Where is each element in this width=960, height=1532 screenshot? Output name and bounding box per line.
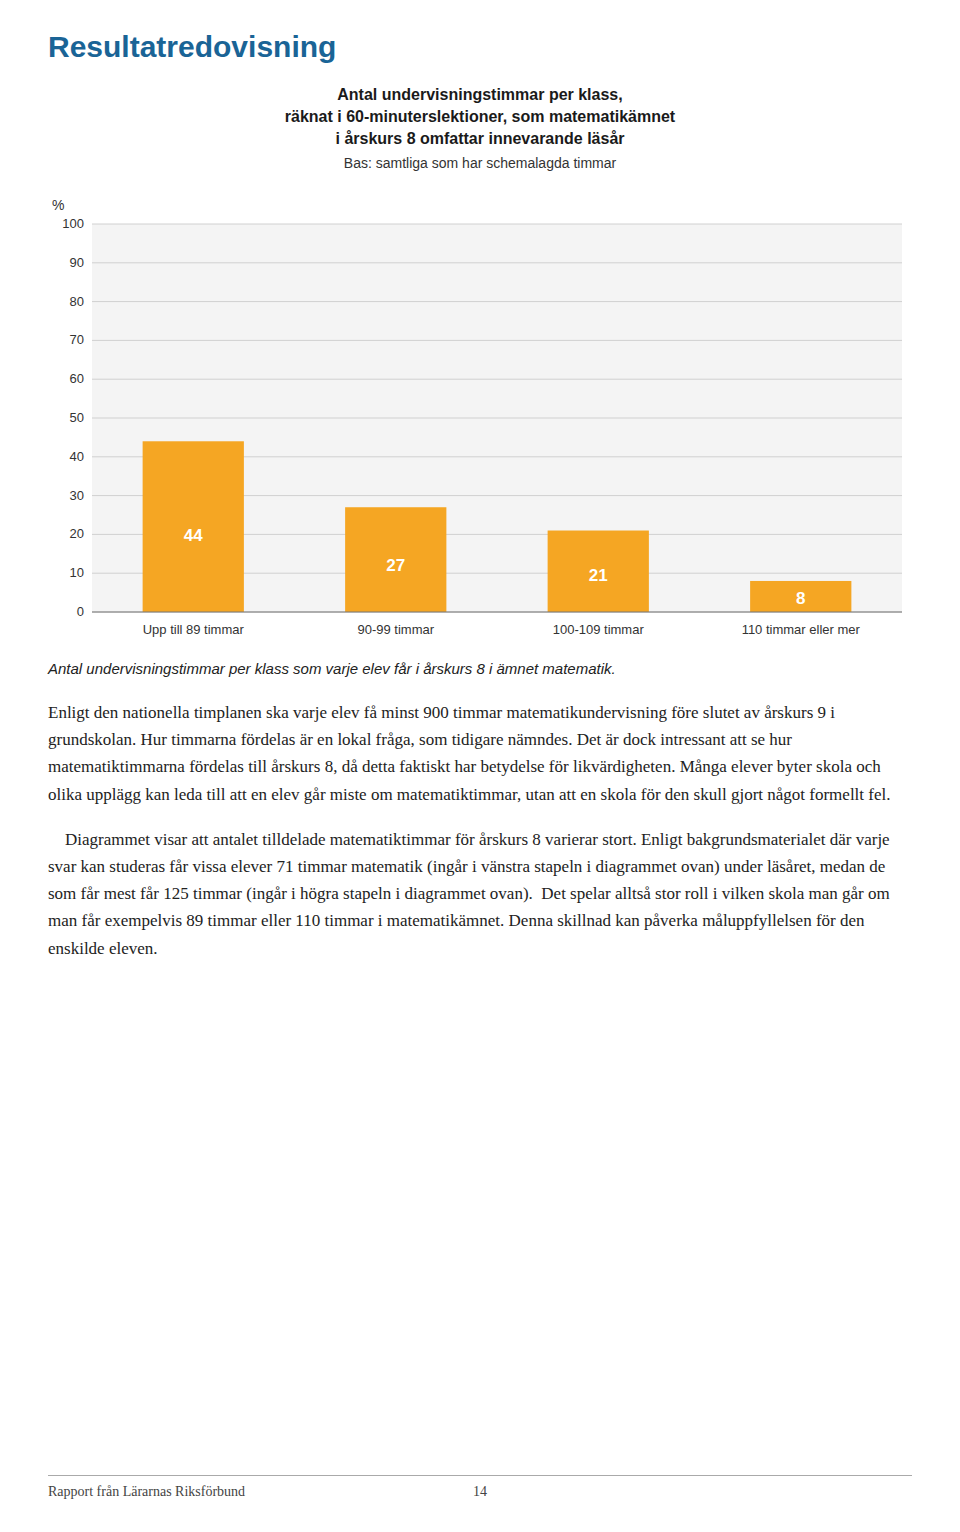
- y-label: %: [52, 197, 64, 213]
- x-tick-label: 90-99 timmar: [357, 622, 434, 637]
- body-paragraph: Diagrammet visar att antalet tilldelade …: [48, 826, 912, 962]
- chart-title: räknat i 60-minuterslektioner, som matem…: [285, 108, 676, 125]
- y-tick-label: 80: [70, 294, 84, 309]
- y-tick-label: 100: [62, 216, 84, 231]
- bar: [548, 531, 649, 612]
- page-number: 14: [48, 1484, 912, 1500]
- data-label: 8: [796, 589, 805, 608]
- grid-line: [92, 340, 902, 341]
- y-tick-label: 70: [70, 332, 84, 347]
- page: Resultatredovisning Antal undervisningsti…: [48, 30, 912, 980]
- bar: [750, 581, 851, 612]
- chart: Antal undervisningstimmar per klass, räkn…: [48, 78, 912, 648]
- caption: Antal undervisningstimmar per klass som …: [48, 660, 912, 677]
- chart-svg: Antal undervisningstimmar per klass, räkn…: [48, 78, 912, 648]
- y-tick-label: 20: [70, 526, 84, 541]
- x-axis-line: [92, 612, 902, 613]
- bar: [143, 441, 244, 612]
- y-tick-label: 60: [70, 371, 84, 386]
- grid-line: [92, 612, 902, 613]
- y-tick-label: 0: [77, 604, 84, 619]
- y-tick-label: 10: [70, 565, 84, 580]
- body-paragraph: Enligt den nationella timplanen ska varj…: [48, 699, 912, 808]
- labels: 44 27 21 8: [184, 526, 806, 608]
- grid-line: [92, 224, 902, 225]
- grid-line: [92, 379, 902, 380]
- x-tick-label: 100-109 timmar: [553, 622, 645, 637]
- grid-line: [92, 418, 902, 419]
- y-tick-label: 90: [70, 255, 84, 270]
- y-tick-label: 30: [70, 488, 84, 503]
- chart-title: i årskurs 8 omfattar innevarande läsår: [335, 130, 624, 147]
- chart-subtitle: Bas: samtliga som har schemalagda timmar: [344, 155, 617, 171]
- data-label: 21: [589, 566, 608, 585]
- data-label: 44: [184, 526, 203, 545]
- y-tick-label: 50: [70, 410, 84, 425]
- footer-left: Rapport från Lärarnas Riksförbund: [48, 1484, 245, 1500]
- y-tick-label: 40: [70, 449, 84, 464]
- data-label: 27: [386, 556, 405, 575]
- page-title: Resultatredovisning: [48, 30, 912, 64]
- grid-line: [92, 262, 902, 263]
- plot-area: [92, 224, 902, 612]
- x-tick-label: 110 timmar eller mer: [742, 622, 861, 637]
- bars: [143, 441, 852, 612]
- grid-line: [92, 301, 902, 302]
- chart-title: Antal undervisningstimmar per klass,: [337, 86, 622, 103]
- footer: Rapport från Lärarnas Riksförbund14: [48, 1475, 912, 1508]
- x-tick-label: Upp till 89 timmar: [143, 622, 245, 637]
- bar: [345, 507, 446, 612]
